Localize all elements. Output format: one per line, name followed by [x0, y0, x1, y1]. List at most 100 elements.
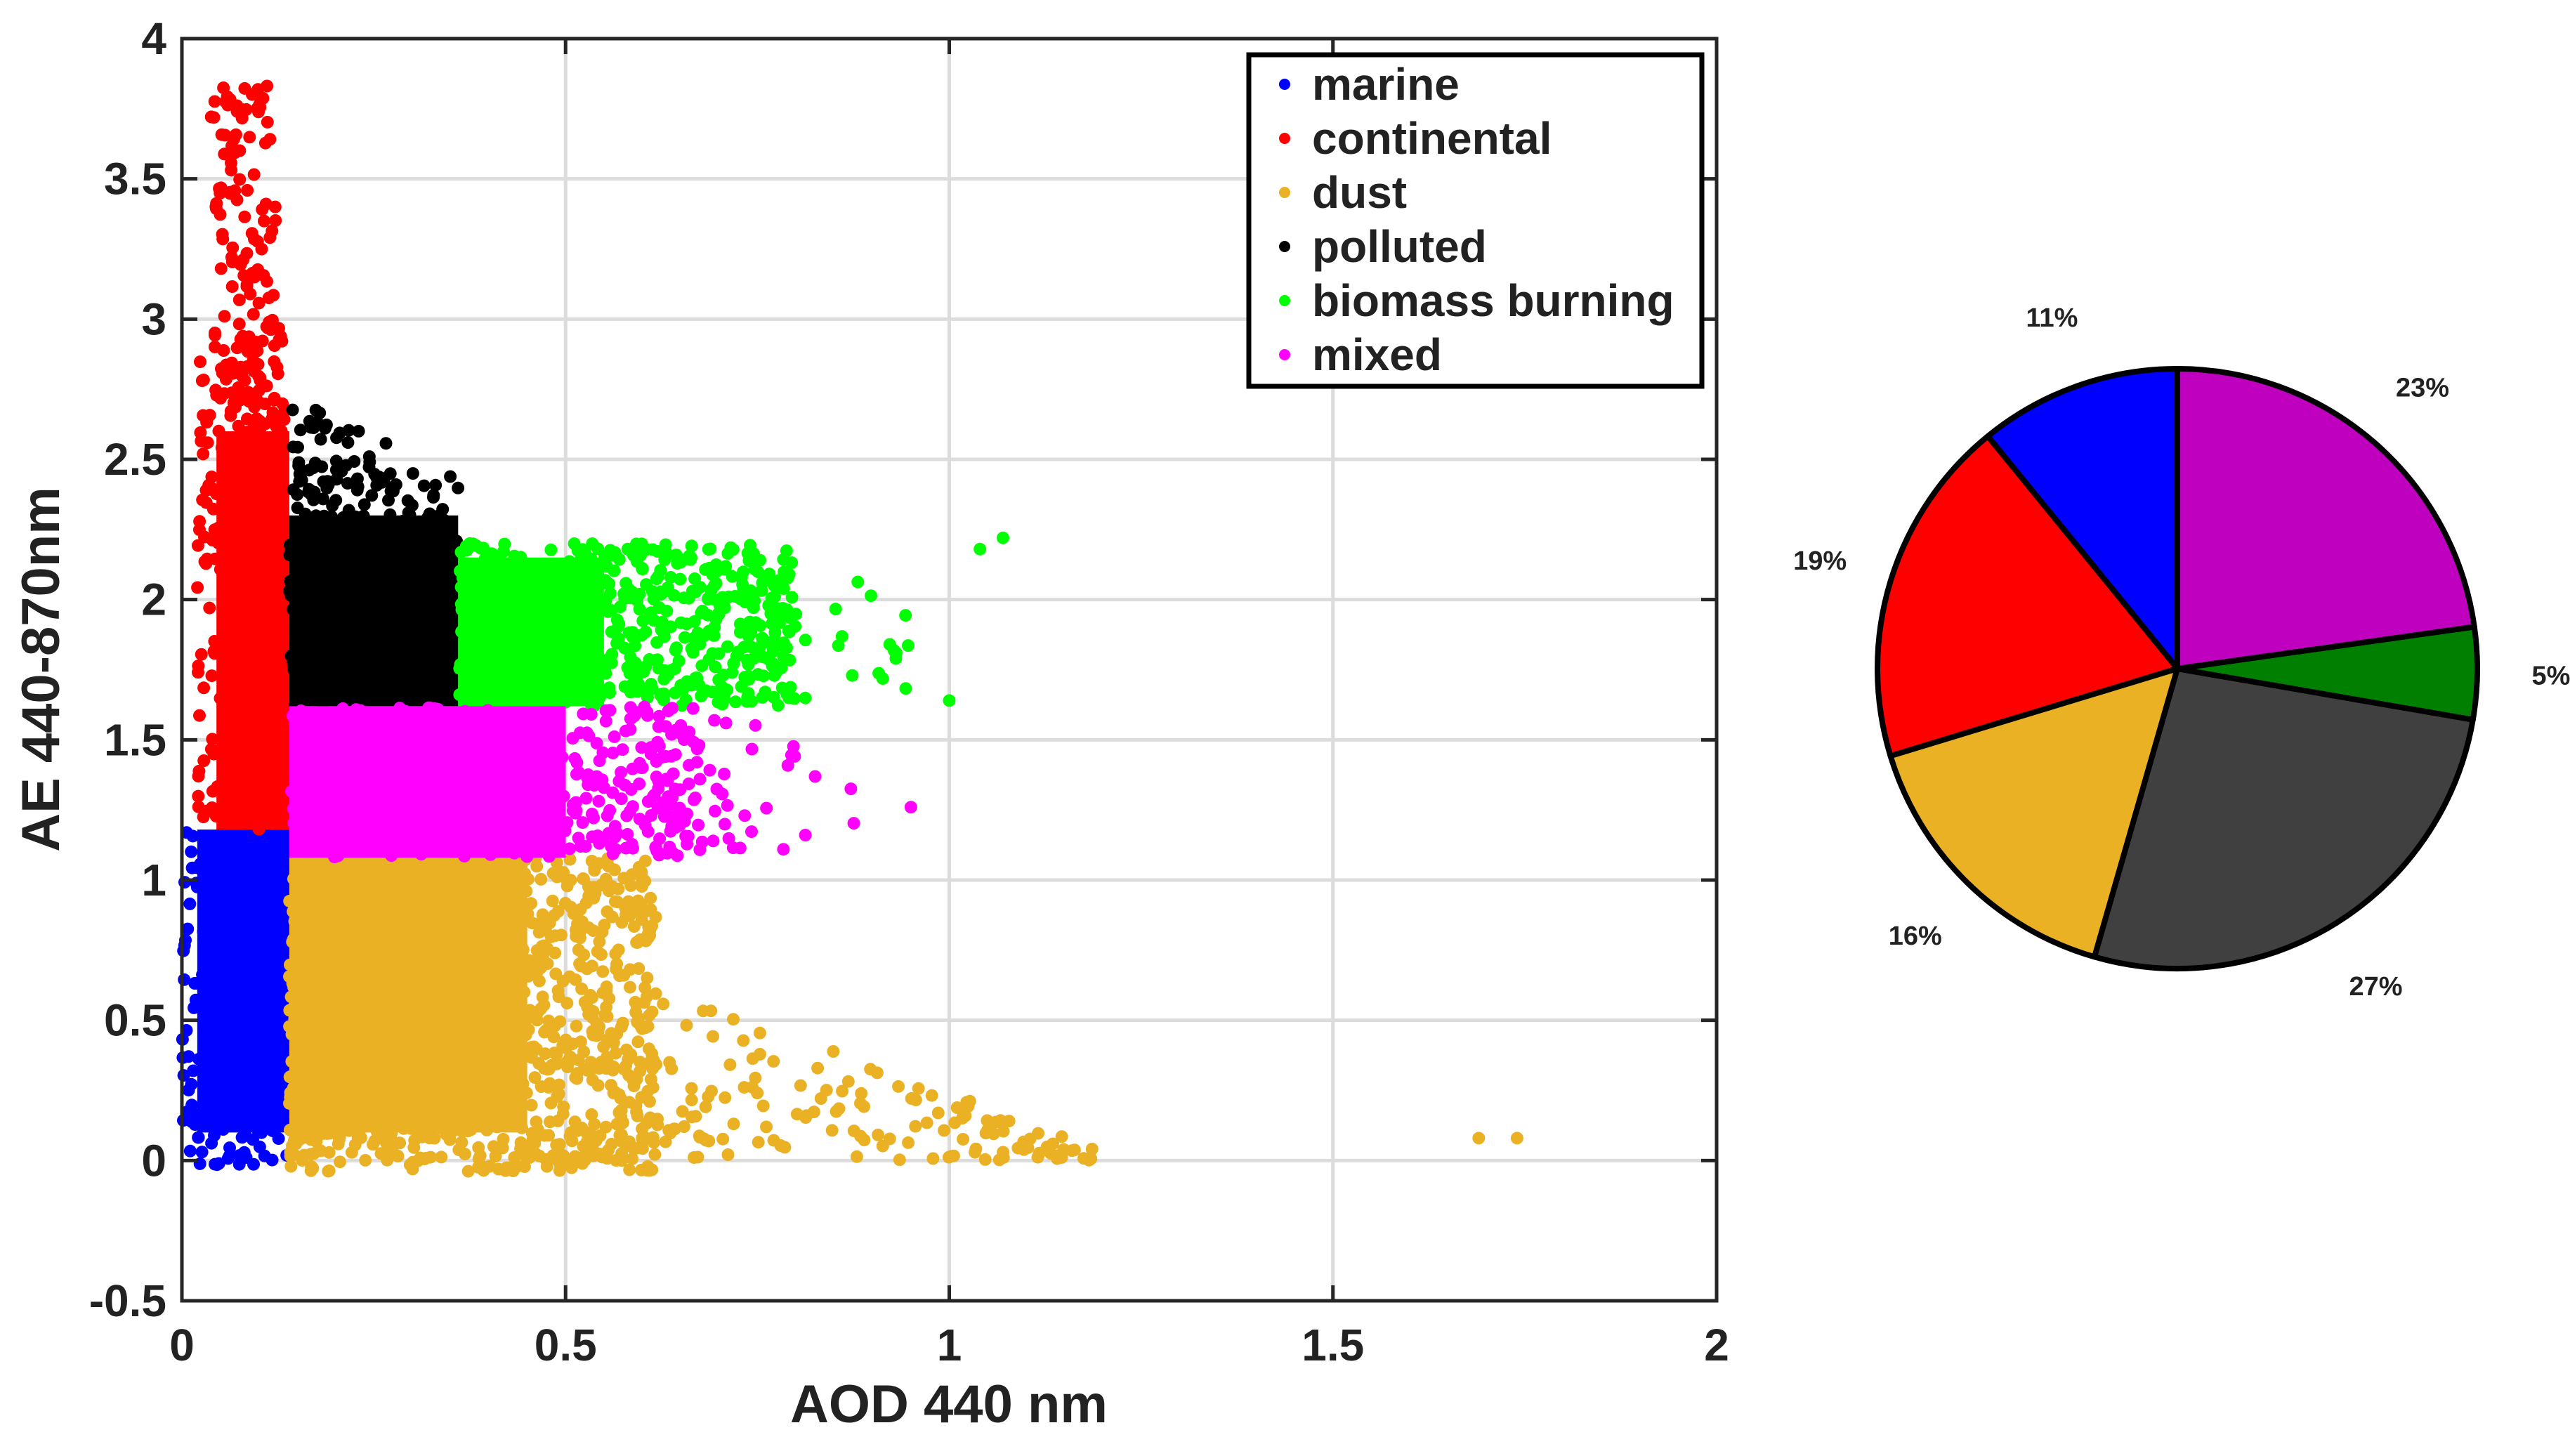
biomass-burning-point — [686, 584, 699, 598]
continental-point — [256, 659, 270, 672]
mixed-point — [690, 742, 704, 756]
continental-point — [251, 707, 263, 721]
polluted-point — [418, 586, 431, 599]
biomass-burning-point — [489, 627, 501, 640]
mixed-point — [435, 737, 448, 750]
continental-point — [224, 409, 237, 422]
biomass-burning-point — [614, 601, 627, 614]
biomass-burning-point — [739, 596, 752, 609]
biomass-burning-point — [780, 641, 793, 655]
dust-point — [462, 868, 476, 881]
polluted-point — [386, 480, 399, 494]
mixed-point — [588, 779, 601, 792]
mixed-point — [576, 816, 589, 829]
polluted-point — [350, 612, 363, 626]
dust-point — [374, 926, 388, 940]
dust-point — [648, 1148, 662, 1161]
dust-point — [501, 860, 515, 874]
dust-point — [322, 1146, 336, 1159]
polluted-point — [443, 658, 457, 671]
marine-point — [244, 950, 257, 963]
polluted-point — [362, 603, 375, 616]
dust-point — [830, 1105, 843, 1118]
dust-point — [370, 905, 383, 919]
marine-point — [223, 1011, 237, 1025]
mixed-point — [426, 839, 439, 852]
dust-point — [850, 1150, 863, 1163]
mixed-point — [844, 782, 858, 796]
biomass-burning-point — [453, 662, 466, 675]
mixed-point — [599, 714, 612, 728]
marine-point — [260, 898, 273, 912]
dust-point — [957, 1133, 970, 1146]
dust-point — [978, 1153, 992, 1166]
marine-point — [214, 1046, 227, 1059]
dust-point — [447, 870, 461, 884]
dust-point — [435, 985, 448, 998]
dust-point — [466, 969, 480, 983]
continental-point — [229, 442, 242, 455]
continental-point — [267, 289, 280, 302]
dust-point — [381, 1047, 394, 1060]
mixed-point — [290, 800, 303, 813]
dust-point — [719, 1091, 732, 1104]
dust-point — [394, 922, 407, 936]
marine-point — [182, 1050, 195, 1063]
biomass-burning-point — [653, 601, 666, 615]
polluted-point — [400, 641, 414, 655]
mixed-point — [645, 809, 658, 822]
biomass-burning-point — [712, 608, 726, 621]
marine-point — [247, 1133, 259, 1146]
biomass-burning-point — [510, 567, 523, 580]
biomass-burning-point — [846, 669, 859, 682]
biomass-burning-point — [539, 579, 553, 591]
dust-point — [963, 1094, 976, 1108]
dust-point — [336, 1059, 349, 1073]
continental-point — [225, 727, 239, 740]
dust-point — [581, 1000, 594, 1014]
mixed-point — [509, 841, 522, 854]
marine-point — [272, 1087, 285, 1101]
continental-point — [237, 733, 250, 747]
continental-point — [263, 719, 276, 733]
polluted-point — [452, 481, 465, 494]
dust-point — [388, 950, 402, 964]
mixed-point — [662, 704, 675, 718]
dust-point — [659, 1135, 672, 1148]
dust-point — [632, 962, 645, 975]
dust-point — [635, 880, 648, 893]
dust-point — [473, 879, 486, 893]
mixed-point — [469, 829, 483, 842]
marine-point — [261, 962, 275, 976]
dust-point — [303, 953, 317, 966]
biomass-burning-point — [560, 687, 573, 700]
marine-point — [216, 1123, 230, 1136]
dust-point — [563, 853, 577, 866]
marine-point — [226, 929, 240, 942]
polluted-point — [430, 564, 443, 577]
dust-point — [317, 960, 330, 973]
continental-point — [217, 683, 230, 697]
mixed-point — [368, 794, 381, 807]
continental-point — [271, 367, 284, 381]
mixed-point — [495, 712, 509, 725]
biomass-burning-point — [562, 560, 575, 573]
dust-point — [480, 1123, 494, 1136]
y-tick-label: 1.5 — [104, 714, 166, 765]
biomass-burning-point — [754, 619, 767, 632]
continental-point — [273, 623, 287, 636]
polluted-point — [358, 498, 371, 511]
dust-point — [553, 1078, 565, 1091]
dust-point — [367, 895, 381, 908]
continental-point — [225, 280, 239, 293]
dust-point — [756, 1099, 770, 1113]
dust-point — [416, 1046, 429, 1058]
polluted-point — [331, 574, 344, 587]
polluted-point — [350, 483, 364, 497]
dust-point — [585, 1108, 598, 1121]
dust-point — [453, 913, 466, 926]
continental-point — [256, 91, 270, 105]
mixed-point — [513, 775, 527, 788]
continental-point — [249, 813, 262, 826]
dust-point — [303, 903, 317, 917]
